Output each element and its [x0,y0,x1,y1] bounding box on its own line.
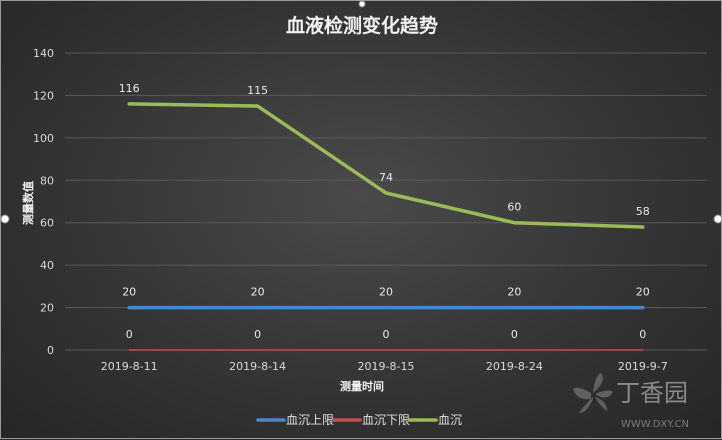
data-label: 0 [254,328,261,341]
resize-handle-right[interactable] [713,214,722,224]
legend-label: 血沉下限 [362,413,410,427]
data-labels: 20 20 20 20 20 0 0 0 0 0 116 115 74 60 58 [119,82,650,341]
series-lines [127,102,645,351]
x-axis-ticks: 2019-8-11 2019-8-14 2019-8-15 2019-8-24 2019… [101,360,668,373]
watermark-logo-icon [573,373,613,413]
watermark-url: WWW.DXY.CN [621,419,689,430]
y-tick-label: 80 [40,174,54,187]
data-label: 20 [507,286,521,299]
x-tick-label: 2019-8-14 [229,360,286,373]
watermark-brand: 丁香园 [616,379,688,407]
data-label: 0 [639,328,646,341]
data-label: 58 [636,205,650,218]
y-axis-ticks: 0 20 40 60 80 100 120 140 [33,47,54,357]
x-axis-title: 测量时间 [340,379,384,393]
x-tick-label: 2019-8-24 [486,360,543,373]
data-label: 115 [247,84,268,97]
series-line [127,102,645,229]
y-axis-title: 测量数值 [21,181,35,225]
x-tick-label: 2019-9-7 [618,360,668,373]
data-label: 20 [122,286,136,299]
data-label: 116 [119,82,140,95]
y-tick-label: 120 [33,89,54,102]
legend: 血沉上限 血沉下限 血沉 [256,413,462,427]
legend-label: 血沉上限 [286,413,334,427]
x-tick-label: 2019-8-15 [358,360,415,373]
data-label: 60 [507,201,521,214]
x-tick-label: 2019-8-11 [101,360,158,373]
data-label: 0 [383,328,390,341]
data-label: 74 [379,171,393,184]
y-tick-label: 140 [33,47,54,60]
data-label: 0 [126,328,133,341]
y-tick-label: 0 [47,344,54,357]
resize-handle-top[interactable] [358,1,366,8]
data-label: 0 [511,328,518,341]
y-tick-label: 100 [33,132,54,145]
resize-handle-left[interactable] [1,214,10,224]
legend-label: 血沉 [438,413,462,427]
data-label: 20 [379,286,393,299]
gridlines [65,52,707,351]
data-label: 20 [251,286,265,299]
y-tick-label: 40 [40,259,54,272]
y-tick-label: 20 [40,302,54,315]
chart-title: 血液检测变化趋势 [286,14,438,37]
y-tick-label: 60 [40,217,54,230]
data-label: 20 [636,286,650,299]
